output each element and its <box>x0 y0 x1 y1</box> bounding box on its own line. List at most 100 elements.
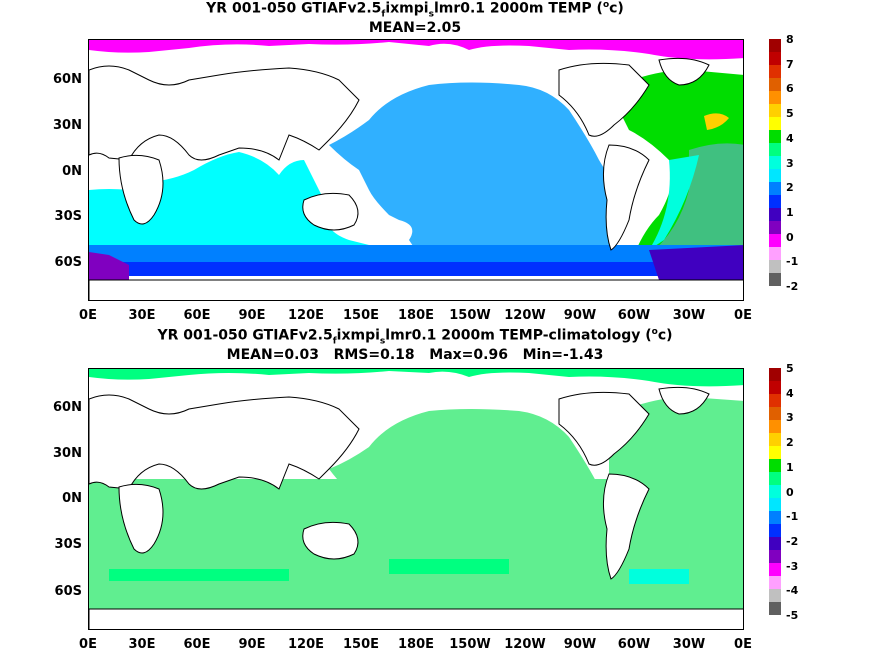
colorbar-swatch <box>769 407 781 420</box>
p2-lat-30S: 30S <box>54 537 82 552</box>
p1-lat-60N: 60N <box>53 72 82 87</box>
colorbar-swatch <box>769 195 781 208</box>
colorbar-swatch <box>769 420 781 433</box>
panel2-title: YR 001-050 GTIAFv2.5fixmpislmr0.1 2000m … <box>157 327 673 347</box>
colorbar-swatch <box>769 446 781 459</box>
colorbar-swatch <box>769 39 781 52</box>
p1-lon-7: 150W <box>449 308 491 323</box>
p1-lat-30S: 30S <box>54 209 82 224</box>
colorbar-swatch <box>769 550 781 563</box>
p1-lon-10: 60W <box>617 308 651 323</box>
panel1-colorbar <box>769 39 781 286</box>
colorbar-swatch <box>769 511 781 524</box>
colorbar-swatch <box>769 208 781 221</box>
colorbar-swatch <box>769 143 781 156</box>
p1-lon-9: 90W <box>563 308 597 323</box>
colorbar-swatch <box>769 52 781 65</box>
p1-lat-30N: 30N <box>53 118 82 133</box>
p2-lat-30N: 30N <box>53 446 82 461</box>
p1-lat-60S: 60S <box>54 255 82 270</box>
colorbar-label: 2 <box>786 181 794 195</box>
colorbar-label: 0 <box>786 230 794 244</box>
colorbar-swatch <box>769 537 781 550</box>
panel1-title: YR 001-050 GTIAFv2.5fixmpislmr0.1 2000m … <box>206 0 624 20</box>
colorbar-label: 8 <box>786 33 794 46</box>
p2-lon-4: 120E <box>287 637 325 652</box>
colorbar-swatch <box>769 485 781 498</box>
colorbar-label: 1 <box>786 460 794 474</box>
p2-lat-60S: 60S <box>54 584 82 599</box>
colorbar-label: -2 <box>786 534 799 548</box>
p1-lat-0N: 0N <box>62 164 82 179</box>
p2-lon-12: 0E <box>734 637 752 652</box>
colorbar-swatch <box>769 65 781 78</box>
panel1-stats: MEAN=2.05 <box>368 20 462 36</box>
p2-lon-3: 90E <box>238 637 266 652</box>
panel2-colorbar <box>769 368 781 615</box>
colorbar-swatch <box>769 260 781 273</box>
colorbar-swatch <box>769 130 781 143</box>
p2-lon-6: 180E <box>397 637 435 652</box>
colorbar-label: 4 <box>786 131 794 145</box>
panel1-map <box>88 39 744 301</box>
colorbar-swatch <box>769 602 781 615</box>
colorbar-swatch <box>769 394 781 407</box>
colorbar-label: -1 <box>786 510 799 524</box>
colorbar-label: -1 <box>786 255 799 269</box>
p2-lon-11: 30W <box>672 637 706 652</box>
p2-lat-0N: 0N <box>62 491 82 506</box>
colorbar-label: 0 <box>786 485 794 499</box>
p2-lat-60N: 60N <box>53 400 82 415</box>
colorbar-swatch <box>769 381 781 394</box>
colorbar-swatch <box>769 433 781 446</box>
colorbar-swatch <box>769 247 781 260</box>
p1-lon-3: 90E <box>238 308 266 323</box>
colorbar-swatch <box>769 368 781 381</box>
colorbar-swatch <box>769 91 781 104</box>
p2-lon-1: 30E <box>128 637 156 652</box>
p1-lon-5: 150E <box>342 308 380 323</box>
p1-lon-8: 120W <box>504 308 546 323</box>
colorbar-swatch <box>769 169 781 182</box>
colorbar-label: -5 <box>786 609 799 622</box>
colorbar-swatch <box>769 459 781 472</box>
p2-lon-2: 60E <box>183 637 211 652</box>
colorbar-label: 5 <box>786 107 794 121</box>
p2-lon-7: 150W <box>449 637 491 652</box>
p1-lon-6: 180E <box>397 308 435 323</box>
colorbar-swatch <box>769 498 781 511</box>
p1-lon-4: 120E <box>287 308 325 323</box>
panel2-stats: MEAN=0.03 RMS=0.18 Max=0.96 Min=-1.43 <box>226 347 604 363</box>
colorbar-label: 3 <box>786 411 794 425</box>
p2-lon-5: 150E <box>342 637 380 652</box>
colorbar-swatch <box>769 221 781 234</box>
colorbar-swatch <box>769 524 781 537</box>
colorbar-swatch <box>769 576 781 589</box>
colorbar-swatch <box>769 472 781 485</box>
panel2-map <box>88 368 744 630</box>
p2-lon-9: 90W <box>563 637 597 652</box>
p1-lon-2: 60E <box>183 308 211 323</box>
colorbar-label: 4 <box>786 386 794 400</box>
colorbar-label: -3 <box>786 559 799 573</box>
colorbar-swatch <box>769 273 781 286</box>
p2-lon-0: 0E <box>79 637 97 652</box>
p1-lon-1: 30E <box>128 308 156 323</box>
colorbar-swatch <box>769 117 781 130</box>
colorbar-label: 3 <box>786 156 794 170</box>
colorbar-label: 5 <box>786 362 794 375</box>
p1-lon-12: 0E <box>734 308 752 323</box>
p1-lon-0: 0E <box>79 308 97 323</box>
colorbar-label: 2 <box>786 436 794 450</box>
colorbar-swatch <box>769 104 781 117</box>
colorbar-swatch <box>769 182 781 195</box>
colorbar-label: 1 <box>786 205 794 219</box>
colorbar-swatch <box>769 589 781 602</box>
p2-lon-8: 120W <box>504 637 546 652</box>
colorbar-swatch <box>769 78 781 91</box>
colorbar-label: -2 <box>786 280 799 293</box>
p2-lon-10: 60W <box>617 637 651 652</box>
colorbar-label: 7 <box>786 57 794 71</box>
colorbar-swatch <box>769 234 781 247</box>
colorbar-label: -4 <box>786 584 799 598</box>
